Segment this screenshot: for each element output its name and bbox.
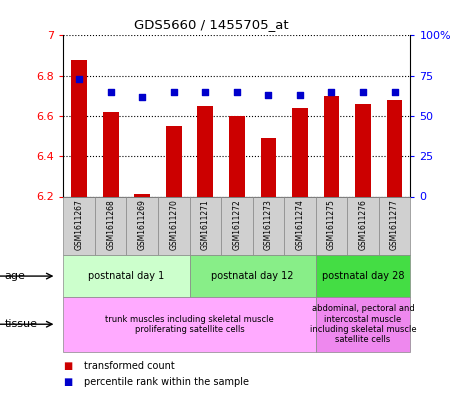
Point <box>391 88 398 95</box>
Point <box>138 94 146 100</box>
Text: ■: ■ <box>63 377 73 387</box>
Text: percentile rank within the sample: percentile rank within the sample <box>84 377 250 387</box>
Text: GDS5660 / 1455705_at: GDS5660 / 1455705_at <box>134 18 288 31</box>
Text: postnatal day 12: postnatal day 12 <box>212 271 294 281</box>
Text: postnatal day 28: postnatal day 28 <box>322 271 404 281</box>
Bar <box>253 196 284 255</box>
Bar <box>316 255 410 297</box>
Text: abdominal, pectoral and
intercostal muscle
including skeletal muscle
satellite c: abdominal, pectoral and intercostal musc… <box>310 304 416 344</box>
Bar <box>387 100 402 196</box>
Text: GSM1611273: GSM1611273 <box>264 199 273 250</box>
Bar <box>166 126 182 196</box>
Text: GSM1611277: GSM1611277 <box>390 199 399 250</box>
Point <box>265 92 272 98</box>
Bar <box>284 196 316 255</box>
Text: ■: ■ <box>63 361 73 371</box>
Bar <box>324 96 340 196</box>
Point <box>296 92 304 98</box>
Point <box>76 76 83 82</box>
Point <box>202 88 209 95</box>
Point <box>233 88 241 95</box>
Bar <box>229 116 245 196</box>
Bar <box>63 196 95 255</box>
Bar <box>355 104 371 196</box>
Bar <box>95 196 127 255</box>
Bar <box>260 138 276 196</box>
Bar <box>197 106 213 196</box>
Text: transformed count: transformed count <box>84 361 175 371</box>
Bar <box>71 59 87 196</box>
Bar <box>379 196 410 255</box>
Text: GSM1611267: GSM1611267 <box>75 199 83 250</box>
Text: GSM1611269: GSM1611269 <box>138 199 147 250</box>
Text: trunk muscles including skeletal muscle
proliferating satellite cells: trunk muscles including skeletal muscle … <box>105 314 274 334</box>
Bar <box>134 195 150 196</box>
Text: GSM1611270: GSM1611270 <box>169 199 178 250</box>
Text: postnatal day 1: postnatal day 1 <box>88 271 165 281</box>
Point <box>107 88 114 95</box>
Bar <box>189 196 221 255</box>
Bar <box>63 255 189 297</box>
Bar <box>292 108 308 196</box>
Bar <box>127 196 158 255</box>
Point <box>359 88 367 95</box>
Point <box>170 88 177 95</box>
Text: GSM1611271: GSM1611271 <box>201 199 210 250</box>
Text: GSM1611272: GSM1611272 <box>232 199 242 250</box>
Bar <box>347 196 379 255</box>
Text: GSM1611275: GSM1611275 <box>327 199 336 250</box>
Text: age: age <box>5 271 26 281</box>
Text: GSM1611274: GSM1611274 <box>295 199 304 250</box>
Point <box>328 88 335 95</box>
Bar <box>158 196 189 255</box>
Bar <box>316 196 347 255</box>
Text: GSM1611268: GSM1611268 <box>106 199 115 250</box>
Bar <box>316 297 410 352</box>
Bar <box>103 112 119 196</box>
Text: GSM1611276: GSM1611276 <box>358 199 368 250</box>
Bar <box>221 196 253 255</box>
Text: tissue: tissue <box>5 319 38 329</box>
Bar <box>63 297 316 352</box>
Bar <box>189 255 316 297</box>
